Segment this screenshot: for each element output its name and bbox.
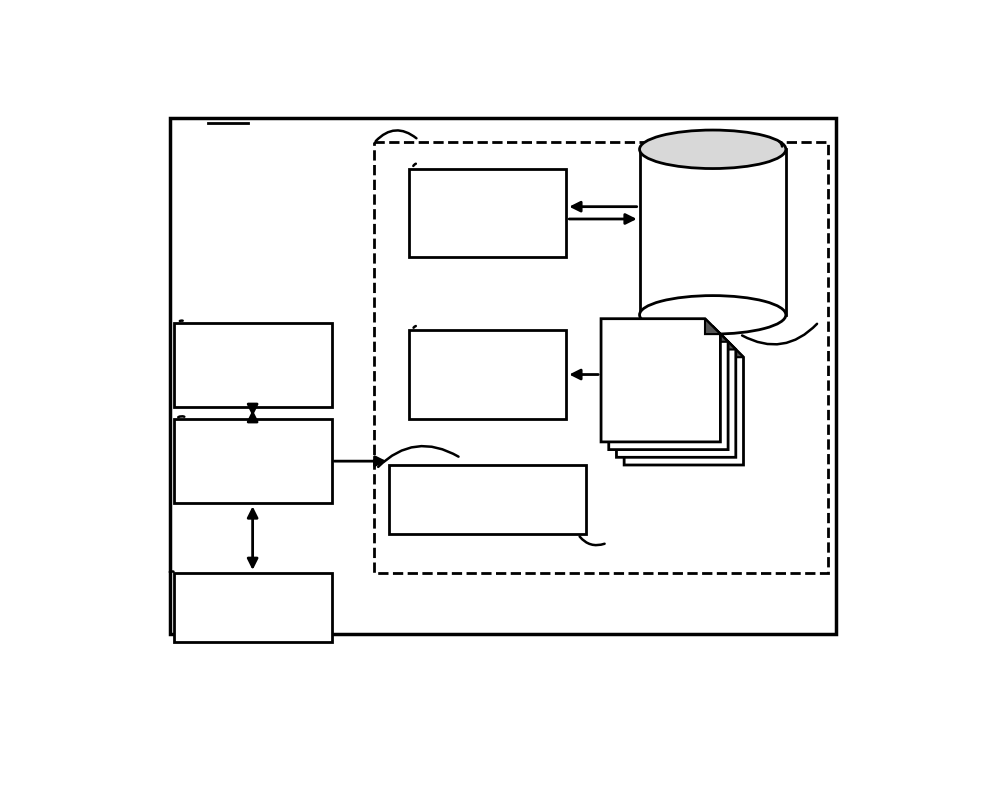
Polygon shape bbox=[713, 327, 728, 342]
Bar bbox=[409, 330, 566, 419]
Bar bbox=[170, 118, 836, 634]
Polygon shape bbox=[616, 334, 736, 457]
Bar bbox=[174, 323, 332, 407]
Bar bbox=[640, 149, 786, 315]
Ellipse shape bbox=[640, 296, 786, 334]
Polygon shape bbox=[601, 319, 720, 442]
Polygon shape bbox=[609, 327, 728, 450]
Polygon shape bbox=[728, 342, 744, 357]
Polygon shape bbox=[720, 334, 736, 350]
Bar bbox=[374, 142, 828, 573]
Polygon shape bbox=[624, 342, 744, 465]
Bar bbox=[174, 573, 332, 642]
Bar bbox=[389, 465, 586, 534]
Polygon shape bbox=[705, 319, 720, 334]
Ellipse shape bbox=[640, 130, 786, 169]
Bar bbox=[409, 169, 566, 257]
Bar bbox=[174, 419, 332, 503]
